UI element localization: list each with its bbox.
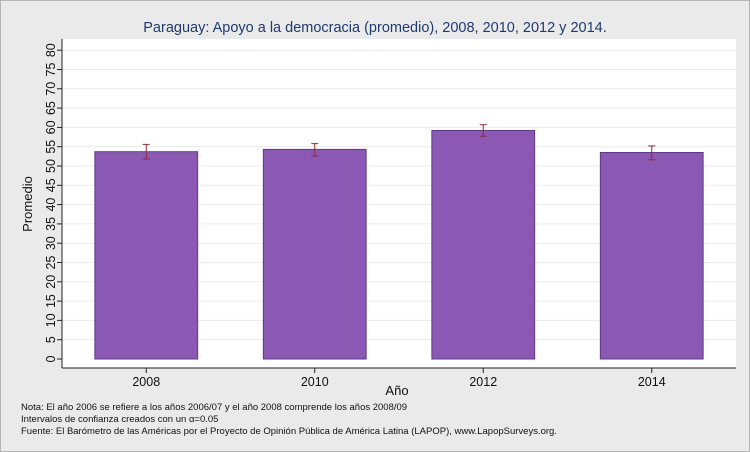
bar-chart: Paraguay: Apoyo a la democracia (promedi… (20, 20, 736, 398)
y-tick-label: 5 (44, 336, 58, 343)
y-tick-label: 50 (44, 159, 58, 173)
x-tick-label: 2010 (301, 375, 329, 389)
chart-title: Paraguay: Apoyo a la democracia (promedi… (143, 20, 607, 36)
chart-notes: Nota: El año 2006 se refiere a los años … (21, 402, 557, 437)
y-tick-label: 80 (44, 43, 58, 57)
y-tick-label: 70 (44, 82, 58, 96)
y-tick-label: 0 (44, 355, 58, 362)
x-axis: 2008 2010 2012 2014 (62, 367, 736, 389)
bar-2010 (262, 148, 367, 360)
note-line: Intervalos de confianza creados con un α… (21, 413, 219, 425)
y-tick-label: 40 (44, 198, 58, 212)
bar-2008 (94, 151, 199, 360)
x-axis-label: Año (385, 383, 408, 398)
y-tick-label: 60 (44, 120, 58, 134)
y-tick-label: 65 (44, 101, 58, 115)
bar-2012 (431, 129, 536, 360)
x-tick-label: 2014 (638, 375, 666, 389)
y-tick-label: 15 (44, 294, 58, 308)
y-tick-label: 35 (44, 217, 58, 231)
y-tick-label: 25 (44, 256, 58, 270)
bar-2014 (599, 151, 704, 360)
y-tick-label: 20 (44, 275, 58, 289)
y-axis: 0 5 10 15 20 25 30 35 40 45 50 55 60 65 70 75 80 (44, 39, 63, 368)
y-tick-label: 45 (44, 178, 58, 192)
error-bars (142, 124, 656, 161)
x-tick-label: 2012 (469, 375, 497, 389)
y-tick-label: 75 (44, 63, 58, 77)
x-tick-label: 2008 (132, 375, 160, 389)
note-line: Nota: El año 2006 se refiere a los años … (21, 402, 408, 413)
note-line: Fuente: El Barómetro de las Américas por… (21, 425, 557, 437)
y-tick-label: 55 (44, 140, 58, 154)
y-tick-label: 30 (44, 236, 58, 250)
y-tick-label: 10 (44, 313, 58, 327)
y-axis-label: Promedio (20, 176, 35, 232)
